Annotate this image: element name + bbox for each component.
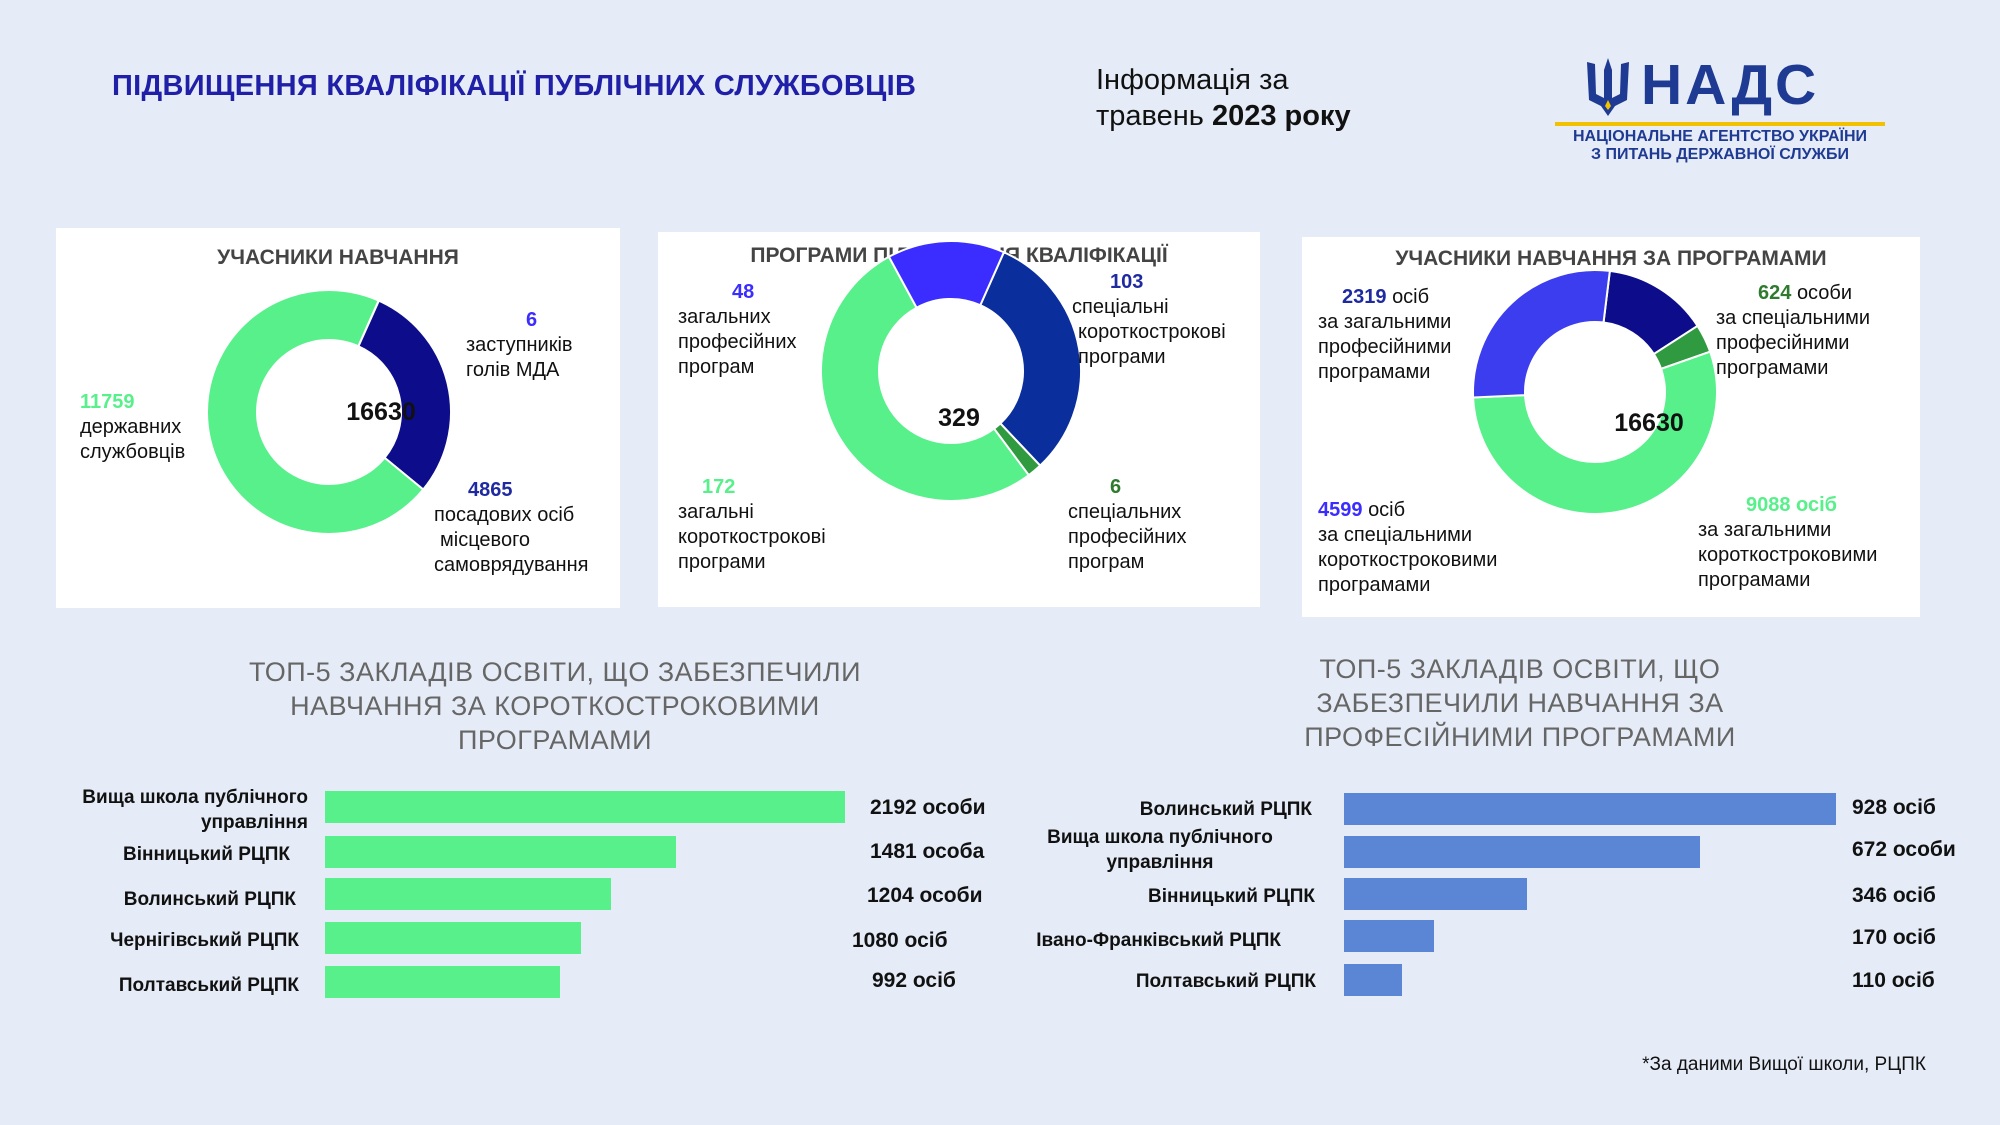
bar-value: 992 осіб [872, 969, 956, 992]
report-month: травень [1096, 100, 1204, 132]
bar-label: Полтавський РЦПК [1135, 971, 1316, 992]
bar-label: Волинський РЦПК [123, 889, 296, 910]
participants-label-local: 4865 посадових осіб місцевого самоврядув… [434, 479, 589, 576]
pbp-label-special-prof: 624 особи за спеціальними професійними п… [1716, 282, 1871, 379]
bar-2 [1344, 836, 1701, 868]
report-year: 2023 року [1211, 100, 1351, 132]
logo-name: НАДС [1641, 53, 1820, 117]
prof-programs-bar-title: ТОП-5 ЗАКЛАДІВ ОСВІТИ, ЩО ЗАБЕЗПЕЧИЛИ НА… [1304, 654, 1736, 752]
donut-slice [206, 289, 425, 535]
short-programs-bar-chart: Вища школа публічного управління Вінниць… [82, 787, 986, 998]
bar-value: 1204 особи [867, 884, 983, 907]
logo-subtitle: НАЦІОНАЛЬНЕ АГЕНТСТВО УКРАЇНИ З ПИТАНЬ Д… [1555, 122, 1885, 164]
participants-by-program-title: УЧАСНИКИ НАВЧАННЯ ЗА ПРОГРАМАМИ [1395, 247, 1827, 270]
bar-label: Вінницький РЦПК [1148, 886, 1315, 907]
bar-label: Полтавський РЦПК [118, 975, 299, 996]
participants-by-program-total: 16630 [1614, 409, 1684, 437]
participants-title: УЧАСНИКИ НАВЧАННЯ [217, 246, 459, 269]
bar-value: 928 осіб [1852, 796, 1936, 819]
donut-slice [887, 240, 1006, 310]
programs-donut [820, 240, 1082, 502]
bar-3 [1344, 878, 1528, 910]
participants-label-deputies: 6 заступників голів МДА [466, 309, 573, 381]
bar-value: 672 особи [1852, 838, 1956, 861]
programs-label-general-prof: 48 загальних професійних програм [678, 281, 797, 378]
bar-label: Вища школа публічного управління [1047, 827, 1273, 873]
programs-total: 329 [938, 404, 980, 432]
bar-label: Вінницький РЦПК [123, 844, 290, 865]
programs-panel: ПРОГРАМИ ПІДВИЩЕННЯ КВАЛІФІКАЦІЇ 329 48 … [658, 232, 1260, 607]
bar-1 [1344, 793, 1836, 825]
logo-divider [1555, 122, 1885, 126]
bar-label: Івано-Франківський РЦПК [1036, 930, 1281, 951]
participants-donut [206, 289, 452, 535]
bar-5 [1344, 964, 1403, 996]
donut-slice [978, 250, 1082, 468]
bar-value: 2192 особи [870, 796, 986, 819]
report-period-line2: травень 2023 року [1096, 98, 1351, 134]
bar-value: 1080 осіб [852, 929, 948, 952]
donut-slice [357, 299, 452, 491]
pbp-label-general-short: 9088 осіб за загальними короткостроковим… [1698, 494, 1878, 591]
report-period: Інформація за травень 2023 року [1096, 62, 1351, 134]
bar-4 [1344, 920, 1435, 952]
programs-label-special-short: 103 спеціальні короткострокові програми [1072, 271, 1226, 368]
donut-slice [820, 255, 1031, 502]
footnote: *За даними Вищої школи, РЦПК [1642, 1054, 1926, 1075]
bar-value: 110 осіб [1852, 969, 1935, 992]
bar-label: Чернігівський РЦПК [110, 930, 299, 951]
report-period-line1: Інформація за [1096, 64, 1289, 96]
short-programs-bar-title: ТОП-5 ЗАКЛАДІВ ОСВІТИ, ЩО ЗАБЕЗПЕЧИЛИ НА… [248, 657, 862, 755]
trident-icon [1587, 58, 1629, 116]
logo-subtitle-line1: НАЦІОНАЛЬНЕ АГЕНТСТВО УКРАЇНИ [1573, 128, 1867, 145]
logo-subtitle-line2: З ПИТАНЬ ДЕРЖАВНОЇ СЛУЖБИ [1590, 146, 1850, 163]
bar-1 [325, 791, 845, 823]
donut-slice [1472, 350, 1718, 515]
bar-value: 346 осіб [1852, 884, 1936, 907]
participants-label-civil: 11759 державних службовців [80, 391, 186, 463]
participants-by-program-donut [1472, 269, 1718, 515]
donut-slice [1472, 269, 1611, 399]
page-title: ПІДВИЩЕННЯ КВАЛІФІКАЦІЇ ПУБЛІЧНИХ СЛУЖБО… [112, 70, 917, 102]
participants-panel: УЧАСНИКИ НАВЧАННЯ 16630 11759 державних … [56, 228, 620, 608]
participants-by-program-panel: УЧАСНИКИ НАВЧАННЯ ЗА ПРОГРАМАМИ 16630 23… [1302, 237, 1920, 617]
bar-3 [325, 878, 611, 910]
bar-value: 170 осіб [1852, 926, 1936, 949]
bar-2 [325, 836, 677, 868]
bar-value: 1481 особа [870, 840, 985, 863]
bar-5 [325, 966, 561, 998]
programs-label-special-prof: 6 спеціальних професійних програм [1068, 476, 1187, 573]
bar-4 [325, 922, 582, 954]
bar-label: Вища школа публічного управління [82, 787, 308, 833]
participants-total: 16630 [346, 398, 416, 426]
pbp-label-general-prof: 2319 осіб за загальними професійними про… [1318, 286, 1452, 383]
pbp-label-special-short: 4599 осіб за спеціальними короткостроков… [1318, 499, 1498, 596]
bar-label: Волинський РЦПК [1139, 799, 1312, 820]
programs-label-general-short: 172 загальні короткострокові програми [678, 476, 826, 573]
nads-logo: НАДС НАЦІОНАЛЬНЕ АГЕНТСТВО УКРАЇНИ З ПИТ… [1555, 52, 1890, 164]
